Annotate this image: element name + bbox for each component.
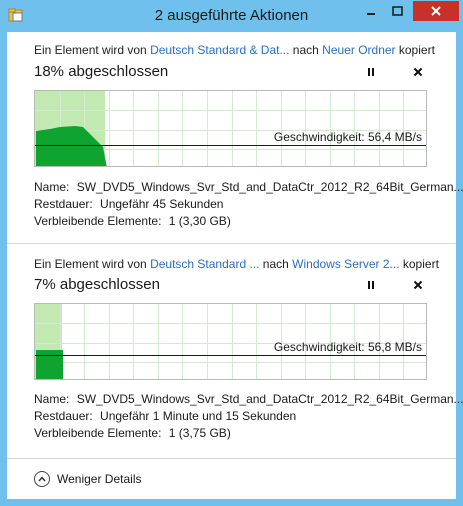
close-button[interactable] xyxy=(413,1,459,21)
grid-line xyxy=(182,91,183,166)
grid-line xyxy=(330,91,331,166)
pause-icon xyxy=(367,65,376,80)
grid-line xyxy=(256,304,257,379)
operation-description: Ein Element wird von Deutsch Standard ..… xyxy=(34,257,439,271)
source-link[interactable]: Deutsch Standard ... xyxy=(150,257,260,271)
grid-line xyxy=(158,304,159,379)
operation-description: Ein Element wird von Deutsch Standard & … xyxy=(34,43,435,57)
source-link[interactable]: Deutsch Standard & Dat... xyxy=(150,43,290,57)
grid-line xyxy=(232,304,233,379)
items-row: Verbleibende Elemente: 1 (3,30 GB) xyxy=(34,214,231,228)
pause-button[interactable] xyxy=(367,278,376,293)
remaining-value: Ungefähr 45 Sekunden xyxy=(100,197,224,211)
dialog-footer: Weniger Details xyxy=(7,459,456,499)
items-label: Verbleibende Elemente: xyxy=(34,426,162,440)
grid-line xyxy=(109,304,110,379)
grid-line xyxy=(305,91,306,166)
grid-line xyxy=(182,304,183,379)
minimize-button[interactable] xyxy=(358,1,384,21)
grid-line xyxy=(281,91,282,166)
grid-line xyxy=(354,304,355,379)
grid-line xyxy=(403,91,404,166)
remaining-value: Ungefähr 1 Minute und 15 Sekunden xyxy=(100,409,297,423)
copy-operation: Ein Element wird von Deutsch Standard & … xyxy=(7,32,463,244)
grid-line xyxy=(207,304,208,379)
grid-line xyxy=(158,91,159,166)
grid-line xyxy=(35,130,426,131)
name-label: Name: xyxy=(34,180,70,194)
destination-link[interactable]: Neuer Ordner xyxy=(322,43,396,57)
remaining-row: Restdauer: Ungefähr 1 Minute und 15 Seku… xyxy=(34,409,296,423)
items-row: Verbleibende Elemente: 1 (3,75 GB) xyxy=(34,426,231,440)
grid-line xyxy=(35,110,426,111)
speed-history xyxy=(36,126,107,166)
description-text: kopiert xyxy=(399,257,439,271)
items-value: 1 (3,75 GB) xyxy=(168,426,231,440)
speed-history xyxy=(36,350,63,379)
cancel-button[interactable] xyxy=(413,278,423,293)
remaining-label: Restdauer: xyxy=(34,197,93,211)
speed-label: Geschwindigkeit: 56,8 MB/s xyxy=(273,340,422,354)
title-bar[interactable]: 2 ausgeführte Aktionen xyxy=(0,0,463,32)
description-text: nach xyxy=(289,43,323,57)
percent-complete: 18% abgeschlossen xyxy=(34,63,169,80)
grid-line xyxy=(354,91,355,166)
grid-line xyxy=(305,304,306,379)
items-value: 1 (3,30 GB) xyxy=(168,214,231,228)
window-title: 2 ausgeführte Aktionen xyxy=(154,7,309,24)
speed-label: Geschwindigkeit: 56,4 MB/s xyxy=(273,130,422,144)
pause-button[interactable] xyxy=(367,65,376,80)
description-text: Ein Element wird von xyxy=(34,257,151,271)
description-text: nach xyxy=(259,257,293,271)
divider xyxy=(7,458,456,459)
chevron-up-icon xyxy=(34,471,50,487)
destination-link[interactable]: Windows Server 2... xyxy=(292,257,400,271)
maximize-button[interactable] xyxy=(384,1,410,21)
speed-graph: Geschwindigkeit: 56,4 MB/s xyxy=(34,90,427,167)
grid-line xyxy=(84,304,85,379)
dialog-content: Ein Element wird von Deutsch Standard & … xyxy=(7,32,463,499)
grid-line xyxy=(379,91,380,166)
divider xyxy=(7,243,456,244)
name-value: SW_DVD5_Windows_Svr_Std_and_DataCtr_2012… xyxy=(76,180,463,194)
name-label: Name: xyxy=(34,392,70,406)
grid-line xyxy=(109,91,110,166)
close-icon xyxy=(413,65,423,80)
description-text: kopiert xyxy=(395,43,435,57)
percent-complete: 7% abgeschlossen xyxy=(34,276,160,293)
description-text: Ein Element wird von xyxy=(34,43,151,57)
remaining-row: Restdauer: Ungefähr 45 Sekunden xyxy=(34,197,223,211)
name-value: SW_DVD5_Windows_Svr_Std_and_DataCtr_2012… xyxy=(76,392,463,406)
name-row: Name: SW_DVD5_Windows_Svr_Std_and_DataCt… xyxy=(34,392,463,406)
grid-line xyxy=(403,304,404,379)
speed-line xyxy=(35,355,426,356)
grid-line xyxy=(35,323,426,324)
grid-line xyxy=(35,362,426,363)
cancel-button[interactable] xyxy=(413,65,423,80)
grid-line xyxy=(35,149,426,150)
grid-line xyxy=(207,91,208,166)
remaining-label: Restdauer: xyxy=(34,409,93,423)
pause-icon xyxy=(367,278,376,293)
grid-line xyxy=(60,304,61,379)
name-row: Name: SW_DVD5_Windows_Svr_Std_and_DataCt… xyxy=(34,180,463,194)
less-details-label: Weniger Details xyxy=(57,472,142,486)
grid-line xyxy=(379,304,380,379)
grid-line xyxy=(133,304,134,379)
less-details-button[interactable]: Weniger Details xyxy=(34,469,141,489)
grid-line xyxy=(232,91,233,166)
grid-line xyxy=(330,304,331,379)
speed-graph: Geschwindigkeit: 56,8 MB/s xyxy=(34,303,427,380)
grid-line xyxy=(256,91,257,166)
grid-line xyxy=(281,304,282,379)
items-label: Verbleibende Elemente: xyxy=(34,214,162,228)
close-icon xyxy=(413,278,423,293)
copy-operation: Ein Element wird von Deutsch Standard ..… xyxy=(7,244,463,458)
grid-line xyxy=(133,91,134,166)
folder-copy-icon xyxy=(8,7,24,23)
speed-line xyxy=(35,145,426,146)
grid-line xyxy=(35,343,426,344)
